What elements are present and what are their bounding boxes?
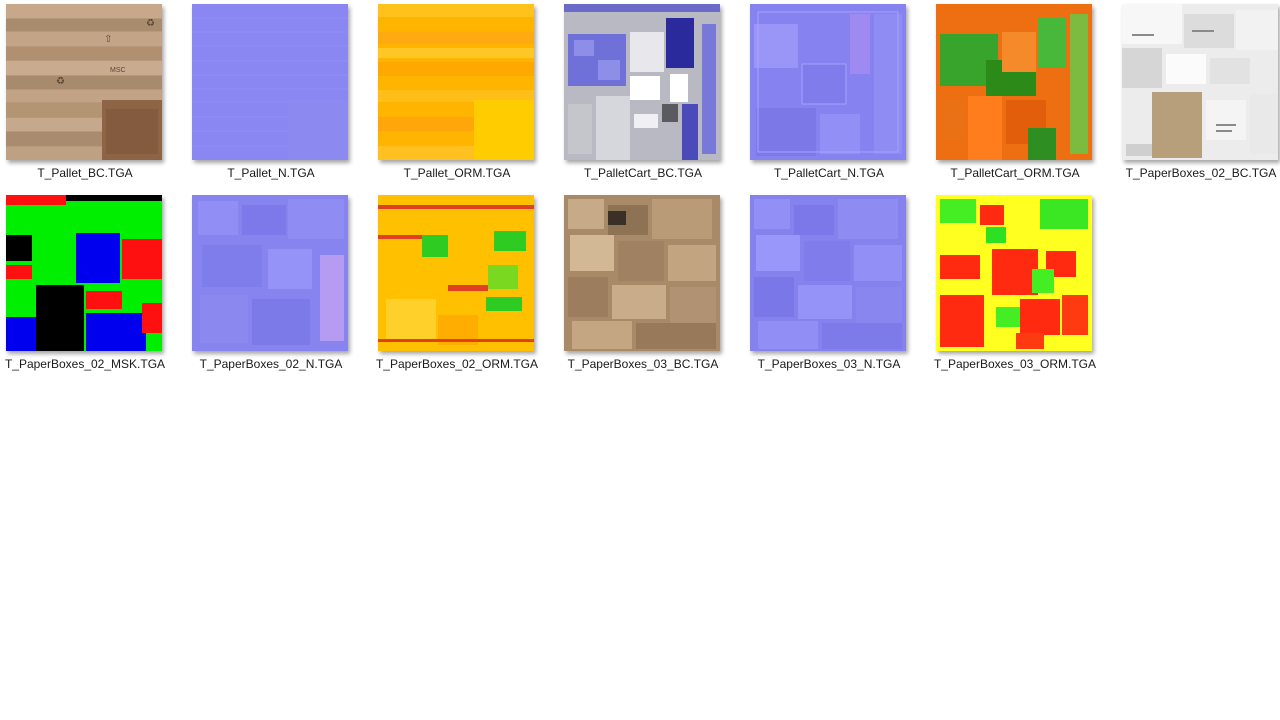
file-item[interactable]: T_PaperBoxes_02_BC.TGA [1116,0,1280,186]
file-item[interactable]: T_PaperBoxes_02_MSK.TGA [0,191,186,377]
file-thumbnail [750,4,906,160]
svg-text:♻: ♻ [56,76,65,87]
file-name: T_Pallet_ORM.TGA [403,166,511,180]
file-thumbnail [192,195,348,351]
file-item[interactable]: T_Pallet_ORM.TGA [372,0,558,186]
file-item[interactable]: T_PaperBoxes_02_N.TGA [186,191,372,377]
file-name: T_PalletCart_BC.TGA [583,166,703,180]
file-thumbnail [1122,4,1278,160]
file-item[interactable]: T_PaperBoxes_03_BC.TGA [558,191,744,377]
file-thumbnail [564,4,720,160]
file-item[interactable]: T_PalletCart_ORM.TGA [930,0,1116,186]
file-name: T_PalletCart_N.TGA [773,166,885,180]
file-thumbnail [750,195,906,351]
file-name: T_Pallet_N.TGA [227,166,315,180]
file-name: T_Pallet_BC.TGA [37,166,133,180]
file-item[interactable]: T_PalletCart_N.TGA [744,0,930,186]
file-thumbnail: ♻ ⇧ ♻ MSC [6,4,162,160]
file-item[interactable]: T_PaperBoxes_03_N.TGA [744,191,930,377]
file-item[interactable]: T_PaperBoxes_03_ORM.TGA [930,191,1116,377]
file-name: T_PaperBoxes_02_N.TGA [199,357,343,371]
file-thumbnail [6,195,162,351]
file-thumbnail [936,4,1092,160]
file-thumbnail [378,4,534,160]
svg-text:⇧: ⇧ [104,34,112,45]
file-thumbnail [936,195,1092,351]
file-name: T_PaperBoxes_03_ORM.TGA [933,357,1097,371]
file-item[interactable]: T_Pallet_N.TGA [186,0,372,186]
file-item[interactable]: T_PaperBoxes_02_ORM.TGA [372,191,558,377]
file-name: T_PaperBoxes_02_BC.TGA [1125,166,1277,180]
svg-text:♻: ♻ [146,18,155,29]
file-name: T_PalletCart_ORM.TGA [950,166,1080,180]
svg-text:MSC: MSC [110,67,126,74]
file-name: T_PaperBoxes_02_MSK.TGA [4,357,166,371]
file-thumbnail [564,195,720,351]
file-thumbnail [378,195,534,351]
file-name: T_PaperBoxes_03_BC.TGA [567,357,719,371]
file-name: T_PaperBoxes_02_ORM.TGA [375,357,539,371]
file-thumbnail [192,4,348,160]
file-name: T_PaperBoxes_03_N.TGA [757,357,901,371]
file-item[interactable]: ♻ ⇧ ♻ MSC T_Pallet_BC.TGA [0,0,186,186]
file-item[interactable]: T_PalletCart_BC.TGA [558,0,744,186]
